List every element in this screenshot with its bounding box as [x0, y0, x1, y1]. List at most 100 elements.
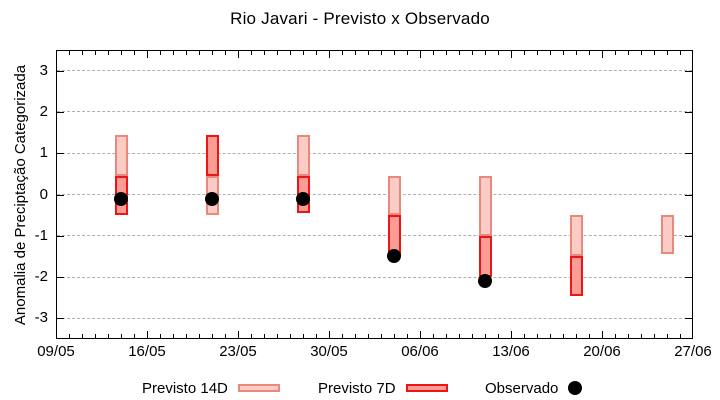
y-tick-left: [57, 194, 64, 196]
y-tick-left: [57, 153, 64, 155]
y-tick-label: -1: [34, 226, 48, 244]
x-tick-bottom: [485, 334, 486, 338]
y-tick-label: 3: [39, 61, 48, 79]
x-tick-bottom: [498, 334, 499, 338]
x-tick-top: [498, 51, 499, 55]
x-tick-bottom: [576, 334, 577, 338]
y-tick-label: 2: [39, 102, 48, 120]
x-tick-bottom: [303, 334, 304, 338]
x-tick-top: [303, 51, 304, 55]
y-tick-label: -2: [34, 268, 48, 286]
x-tick-bottom: [316, 334, 317, 338]
x-tick-top: [381, 51, 382, 55]
x-tick-top: [108, 51, 109, 55]
x-tick-bottom: [238, 331, 239, 338]
previsto-7d-swatch: [405, 384, 448, 392]
y-tick-left: [57, 111, 64, 113]
x-tick-bottom: [355, 334, 356, 338]
x-tick-top: [264, 51, 265, 55]
x-tick-bottom: [342, 334, 343, 338]
x-tick-bottom: [225, 334, 226, 338]
x-tick-bottom: [524, 334, 525, 338]
x-tick-top: [446, 51, 447, 55]
observado-dot: [205, 191, 219, 206]
x-tick-label: 16/05: [128, 343, 166, 360]
bar-previsto-14d: [114, 134, 128, 176]
x-tick-top: [316, 51, 317, 55]
x-tick-top: [147, 51, 148, 58]
x-tick-top: [485, 51, 486, 55]
x-tick-bottom: [641, 334, 642, 338]
x-tick-label: 09/05: [37, 343, 75, 360]
bar-previsto-14d: [387, 175, 401, 216]
x-tick-top: [212, 51, 213, 55]
x-tick-top: [277, 51, 278, 55]
x-tick-top: [576, 51, 577, 55]
x-tick-label: 20/06: [583, 343, 621, 360]
x-tick-bottom: [628, 334, 629, 338]
gridline: [57, 152, 692, 154]
x-tick-bottom: [134, 334, 135, 338]
x-tick-top: [537, 51, 538, 55]
chart-title: Rio Javari - Previsto x Observado: [230, 9, 490, 28]
x-tick-label: 13/06: [492, 343, 530, 360]
x-tick-top: [680, 51, 681, 55]
x-tick-bottom: [615, 334, 616, 338]
x-tick-bottom: [160, 334, 161, 338]
y-tick-right: [685, 235, 692, 237]
x-tick-bottom: [667, 334, 668, 338]
x-tick-label: 30/05: [310, 343, 348, 360]
x-tick-bottom: [368, 334, 369, 338]
x-tick-label: 27/06: [674, 343, 712, 360]
x-tick-top: [342, 51, 343, 55]
x-tick-bottom: [589, 334, 590, 338]
x-tick-top: [290, 51, 291, 55]
x-tick-top: [420, 51, 421, 58]
legend-label: Previsto 14D: [142, 379, 228, 397]
x-tick-top: [134, 51, 135, 55]
x-tick-bottom: [69, 334, 70, 338]
x-tick-label: 23/05: [219, 343, 257, 360]
observado-dot: [114, 191, 128, 206]
x-tick-top: [186, 51, 187, 55]
x-tick-bottom: [212, 334, 213, 338]
legend-item-previsto-7d: Previsto 7D: [318, 379, 448, 397]
x-tick-bottom: [173, 334, 174, 338]
x-tick-top: [368, 51, 369, 55]
x-tick-bottom: [121, 334, 122, 338]
y-tick-label: 0: [39, 185, 48, 203]
y-tick-right: [685, 277, 692, 279]
x-tick-bottom: [472, 334, 473, 338]
x-tick-bottom: [680, 334, 681, 338]
legend-item-previsto-14d: Previsto 14D: [142, 379, 280, 397]
legend-label: Observado: [485, 379, 559, 397]
legend: Previsto 14D Previsto 7D Observado: [0, 379, 720, 397]
x-tick-top: [225, 51, 226, 55]
y-tick-right: [685, 194, 692, 196]
y-tick-right: [685, 70, 692, 72]
x-tick-top: [459, 51, 460, 55]
y-tick-left: [57, 277, 64, 279]
x-tick-bottom: [108, 334, 109, 338]
legend-item-observado: Observado: [485, 379, 583, 397]
x-tick-top: [433, 51, 434, 55]
x-tick-top: [563, 51, 564, 55]
x-tick-label: 06/06: [401, 343, 439, 360]
x-tick-bottom: [511, 331, 512, 338]
x-tick-bottom: [381, 334, 382, 338]
observado-dot: [478, 274, 492, 289]
x-tick-top: [329, 51, 330, 58]
x-tick-top: [82, 51, 83, 55]
x-tick-top: [160, 51, 161, 55]
x-tick-bottom: [186, 334, 187, 338]
x-tick-top: [199, 51, 200, 55]
x-tick-bottom: [277, 334, 278, 338]
x-tick-top: [641, 51, 642, 55]
x-tick-top: [394, 51, 395, 55]
observado-dot: [296, 191, 310, 206]
y-tick-label: 1: [39, 144, 48, 162]
x-tick-top: [472, 51, 473, 55]
x-tick-bottom: [602, 331, 603, 338]
gridline: [57, 276, 692, 278]
